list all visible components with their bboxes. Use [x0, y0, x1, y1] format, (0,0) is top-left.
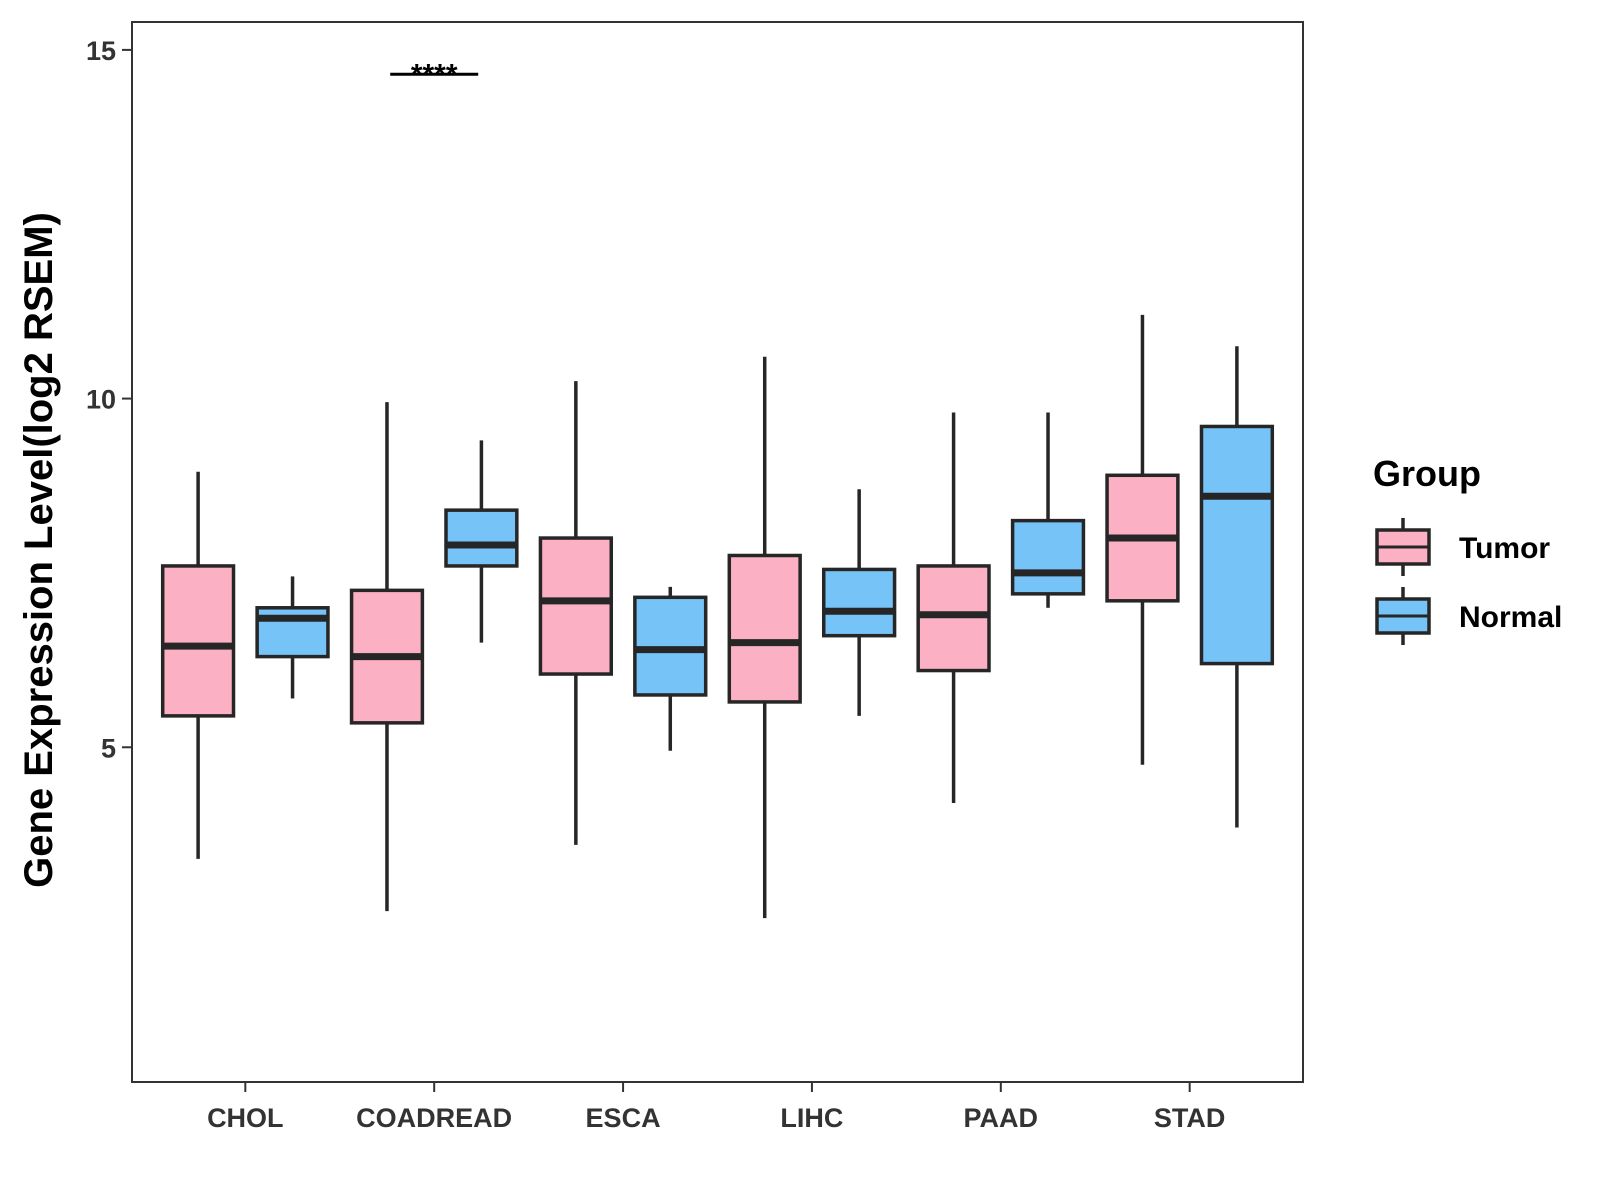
x-tick-label: ESCA [586, 1103, 661, 1133]
normal-stad-box [1199, 424, 1275, 666]
x-tick-label: COADREAD [356, 1103, 512, 1133]
x-tick-label: CHOL [207, 1103, 284, 1133]
y-axis-title: Gene Expression Level(log2 RSEM) [17, 212, 61, 888]
x-tick-label: PAAD [964, 1103, 1039, 1133]
normal-lihc-box [821, 567, 897, 638]
normal-paad-box [1010, 518, 1086, 596]
y-tick-label: 10 [86, 385, 116, 415]
legend: Group Tumor Normal [1373, 453, 1562, 645]
legend-tumor-label: Tumor [1459, 532, 1550, 565]
tumor-lihc-box [727, 553, 802, 704]
x-tick-label: STAD [1154, 1103, 1226, 1133]
plot-panel [131, 21, 1304, 1083]
significance-label: **** [411, 58, 458, 91]
normal-coadread-box [444, 508, 519, 568]
tumor-esca-box [538, 536, 614, 676]
legend-normal-label: Normal [1459, 601, 1562, 634]
legend-title: Group [1373, 453, 1481, 494]
tumor-chol-box [160, 564, 236, 718]
y-tick-label: 5 [101, 733, 116, 763]
x-tick-label: LIHC [780, 1103, 843, 1133]
y-tick-label: 15 [86, 36, 116, 66]
